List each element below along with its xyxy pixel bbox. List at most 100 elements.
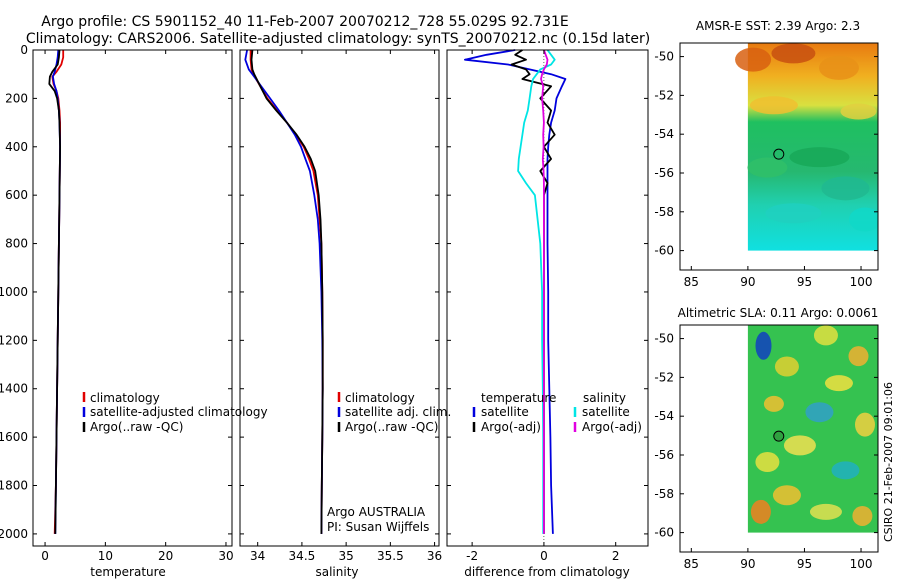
temperature-x-label: temperature — [90, 565, 165, 579]
temperature-plot-frame — [32, 49, 233, 547]
x-tick-label: 85 — [684, 557, 699, 571]
y-tick-label: -54 — [654, 409, 674, 423]
series-line-argo-raw-qc — [250, 49, 324, 534]
sst-map-frame — [679, 42, 879, 271]
x-tick-label: 90 — [740, 275, 755, 289]
temperature-legend: climatology satellite-adjusted climatolo… — [82, 391, 268, 434]
x-tick-label: 95 — [797, 275, 812, 289]
csiro-timestamp: CSIRO 21-Feb-2007 09:01:06 — [882, 382, 895, 542]
figure-title-line1: Argo profile: CS 5901152_40 11-Feb-2007 … — [41, 14, 568, 30]
x-tick-label: 35.5 — [377, 549, 404, 563]
legend-label: climatology — [90, 391, 160, 405]
argo-location-marker — [773, 430, 785, 442]
sst-map-title: AMSR-E SST: 2.39 Argo: 2.3 — [696, 19, 860, 33]
legend-label: satellite — [582, 405, 630, 419]
field-patch — [809, 503, 842, 520]
x-tick-label: 20 — [158, 549, 173, 563]
series-line-argo-raw-qc — [48, 49, 61, 534]
field-patch — [755, 331, 772, 360]
difference-x-label: difference from climatology — [464, 565, 630, 579]
salinity-x-label: salinity — [315, 565, 358, 579]
y-tick-label: 1800 — [0, 479, 28, 493]
salinity-legend: climatology satellite adj. clim. Argo(..… — [337, 391, 451, 434]
field-patch — [852, 505, 873, 526]
x-tick-label: 10 — [98, 549, 113, 563]
field-patch — [747, 157, 788, 178]
y-tick-label: 1000 — [0, 285, 28, 299]
series-line-salinity-argo-adj — [540, 49, 549, 534]
argo-credit-line2: PI: Susan Wijffels — [327, 520, 429, 534]
y-tick-label: 1600 — [0, 430, 28, 444]
field-patch — [818, 55, 859, 80]
field-patch — [848, 346, 869, 367]
difference-plot-frame — [446, 49, 649, 547]
series-line-satellite-adj-clim — [244, 49, 324, 534]
field-patch — [821, 176, 870, 201]
y-tick-label: -58 — [654, 205, 674, 219]
x-tick-label: 100 — [850, 557, 873, 571]
field-patch — [749, 96, 798, 115]
sst-map-panel: AMSR-E SST: 2.39 Argo: 2.3 85 90 95 100 -50… — [654, 19, 879, 289]
figure-title-line2: Climatology: CARS2006. Satellite-adjuste… — [26, 31, 650, 47]
temperature-profile-panel: 0 10 20 30 0 200 400 600 800 1000 1200 1400 1600 180… — [0, 43, 268, 579]
field-patch — [765, 203, 822, 224]
salinity-plot-frame — [239, 49, 440, 547]
y-tick-label: -60 — [654, 526, 674, 540]
field-patch — [824, 375, 853, 392]
x-tick-label: 95 — [797, 557, 812, 571]
field-patch — [771, 43, 816, 64]
y-tick-label: -60 — [654, 244, 674, 258]
y-tick-label: -52 — [654, 370, 674, 384]
sla-map-panel: Altimetric SLA: 0.11 Argo: 0.0061 85 90 95… — [654, 306, 879, 571]
difference-profile-panel: -2 0 2 difference from climatology tempera… — [446, 49, 649, 579]
x-tick-label: 0 — [540, 549, 548, 563]
field-patch — [848, 207, 878, 232]
field-patch — [750, 499, 771, 524]
legend-label: satellite-adjusted climatology — [90, 405, 268, 419]
x-tick-label: 100 — [850, 275, 873, 289]
y-tick-label: -50 — [654, 50, 674, 64]
field-patch — [789, 147, 850, 168]
argo-location-marker — [773, 148, 785, 160]
x-tick-label: 35 — [338, 549, 353, 563]
field-patch — [805, 402, 834, 423]
y-tick-label: 2000 — [0, 527, 28, 541]
x-tick-label: 2 — [612, 549, 620, 563]
field-patch — [774, 356, 799, 377]
x-tick-label: 85 — [684, 275, 699, 289]
argo-credit-line1: Argo AUSTRALIA — [327, 505, 426, 519]
legend-label: Argo(..raw -QC) — [345, 420, 438, 434]
y-tick-label: -56 — [654, 166, 674, 180]
field-patch — [755, 452, 780, 473]
legend-label: climatology — [345, 391, 415, 405]
legend-label: Argo(-adj) — [481, 420, 541, 434]
y-tick-label: -58 — [654, 487, 674, 501]
legend-header-temperature: temperature — [481, 391, 556, 405]
series-line-temperature-satellite — [463, 49, 567, 534]
salinity-profile-panel: 34 34.5 35 35.5 36 salinity climatology sate… — [239, 49, 451, 579]
field-patch — [854, 412, 875, 437]
y-tick-label: 400 — [5, 140, 28, 154]
x-tick-label: 34 — [250, 549, 265, 563]
x-tick-label: 34.5 — [289, 549, 316, 563]
x-tick-label: -2 — [466, 549, 478, 563]
y-tick-label: 1200 — [0, 333, 28, 347]
y-tick-label: -52 — [654, 88, 674, 102]
sla-map-frame — [679, 324, 879, 553]
x-tick-label: 36 — [427, 549, 442, 563]
y-tick-label: 800 — [5, 237, 28, 251]
legend-label: Argo(..raw -QC) — [90, 420, 183, 434]
field-patch — [783, 435, 816, 456]
y-tick-label: -50 — [654, 332, 674, 346]
field-patch — [831, 461, 860, 480]
legend-label: satellite adj. clim. — [345, 405, 451, 419]
field-patch — [813, 325, 838, 346]
field-patch — [735, 47, 772, 72]
field-patch — [840, 103, 877, 120]
sla-map-title: Altimetric SLA: 0.11 Argo: 0.0061 — [678, 306, 879, 320]
x-tick-label: 90 — [740, 557, 755, 571]
field-patch — [763, 395, 784, 412]
y-tick-label: 0 — [20, 43, 28, 57]
y-tick-label: 200 — [5, 91, 28, 105]
